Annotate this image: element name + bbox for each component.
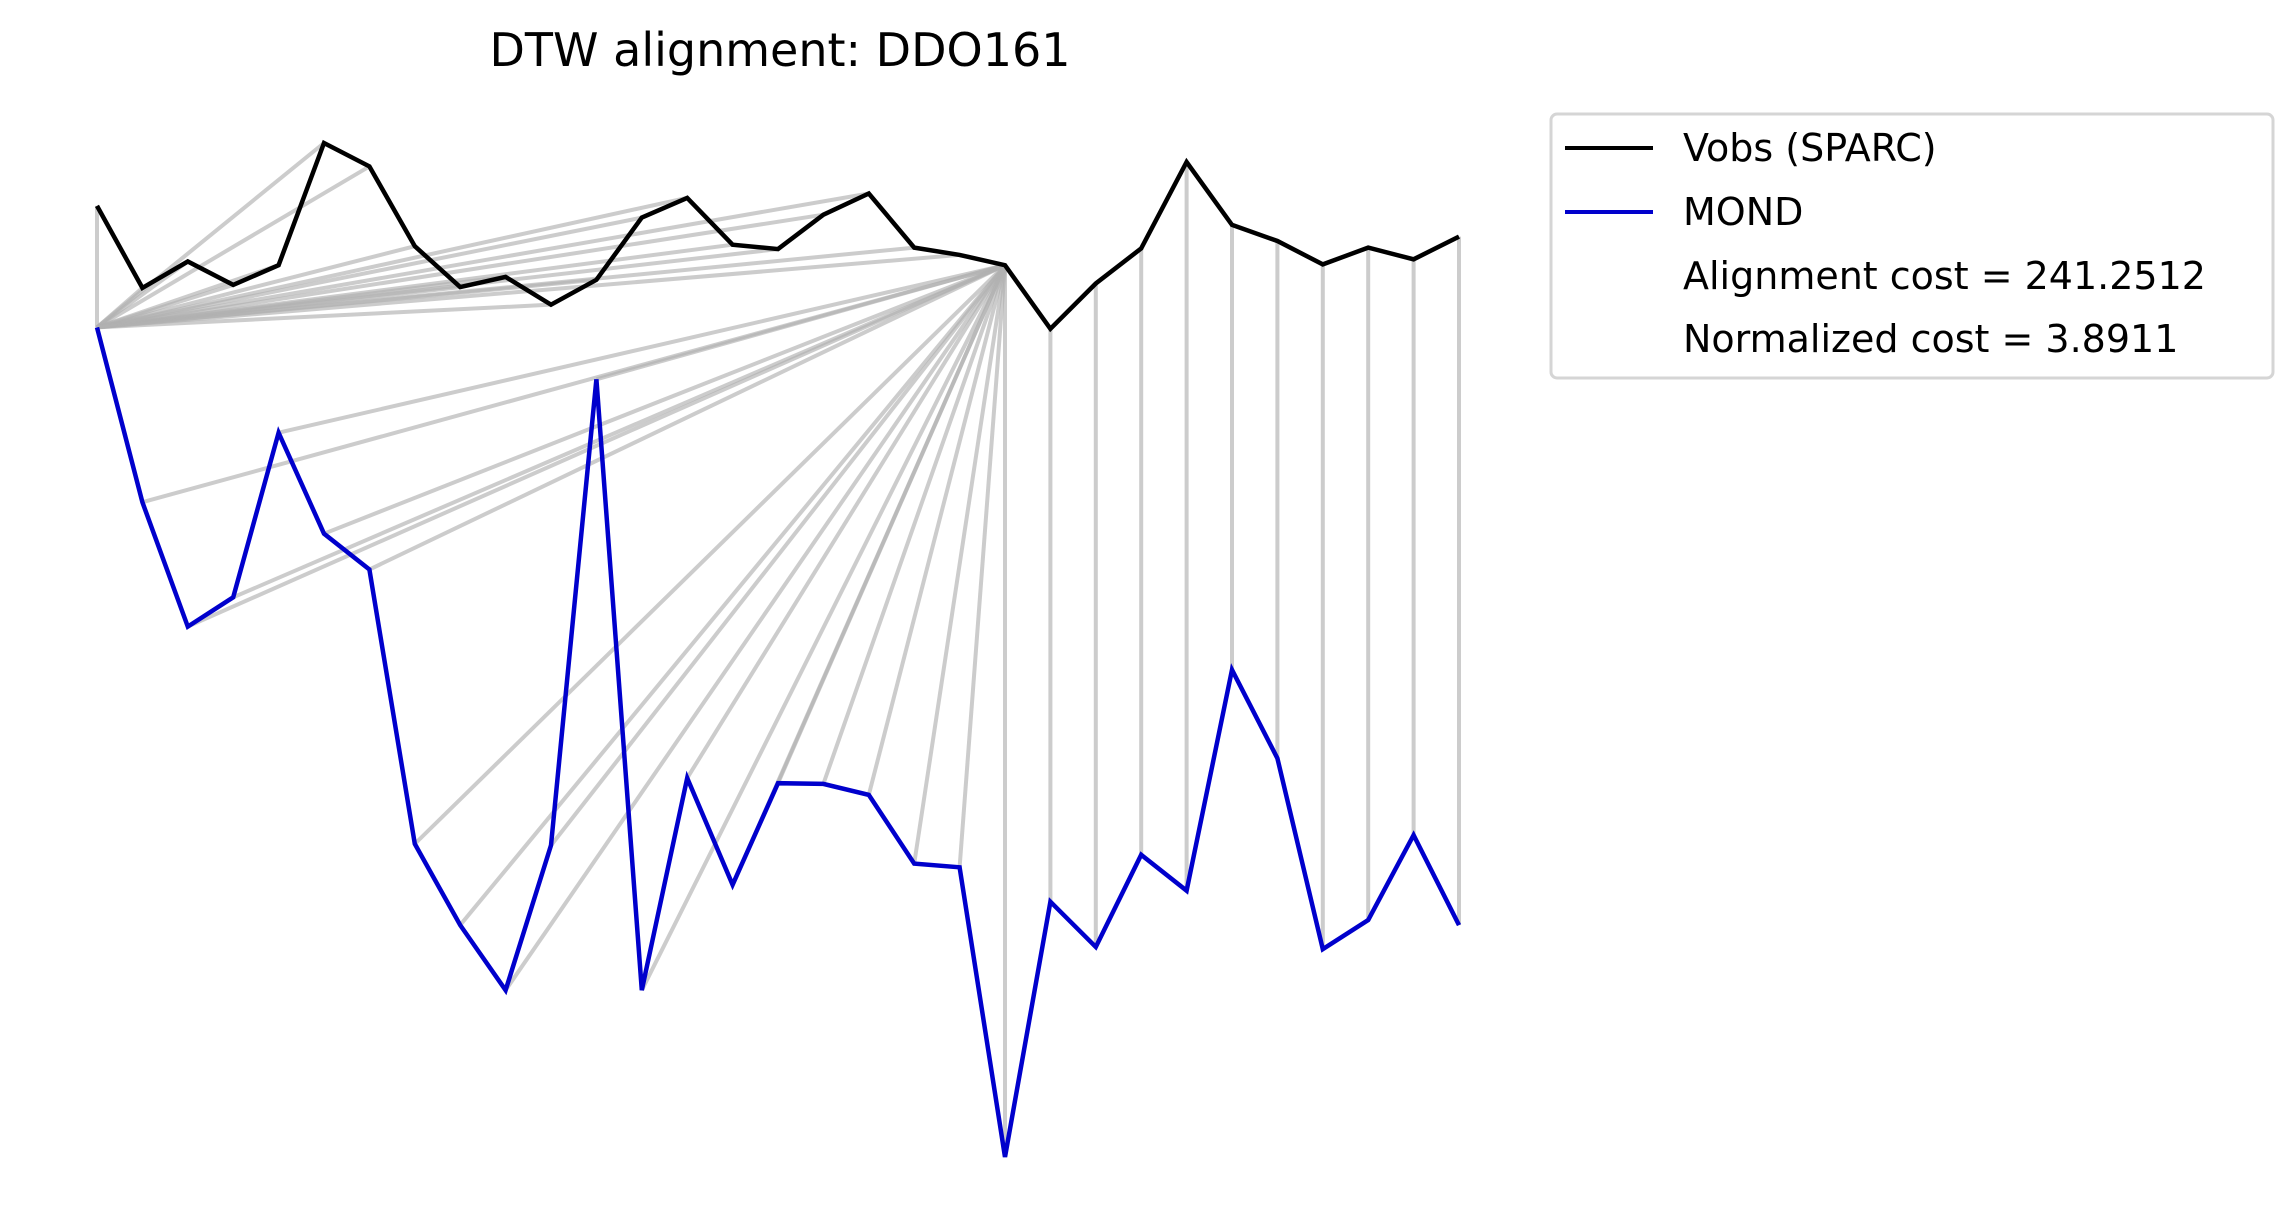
- legend-frame: [1549, 112, 2275, 380]
- legend-label-vobs: Vobs (SPARC): [1683, 126, 1937, 170]
- alignment-connector: [912, 264, 1007, 864]
- legend-label-mond: MOND: [1683, 190, 1803, 234]
- alignment-connector: [640, 264, 1007, 992]
- series-layer: [94, 139, 1462, 1158]
- alignment-connector: [458, 263, 1007, 927]
- alignment-connector: [503, 264, 1007, 992]
- alignment-connector: [776, 264, 1007, 784]
- alignment-connector: [685, 264, 1007, 780]
- alignment-connector: [96, 195, 688, 330]
- alignment-connector: [866, 264, 1007, 796]
- alignment-connector: [368, 263, 1006, 572]
- alignment-connector: [278, 263, 1006, 435]
- alignment-connector: [413, 263, 1007, 846]
- series-line-vobs: [95, 139, 1461, 333]
- alignment-connector: [95, 164, 371, 330]
- legend-normalized-cost: Normalized cost = 3.8911: [1683, 317, 2178, 361]
- alignment-connector: [96, 191, 870, 330]
- alignment-connectors: [95, 141, 1461, 1157]
- alignment-connector: [96, 263, 280, 330]
- alignment-connector: [96, 212, 824, 330]
- alignment-connector: [96, 302, 552, 330]
- series-line-mond: [94, 326, 1462, 1158]
- alignment-connector: [957, 265, 1007, 868]
- legend-alignment-cost: Alignment cost = 241.2512: [1683, 254, 2206, 298]
- alignment-connector: [821, 264, 1007, 785]
- alignment-connector: [323, 263, 1006, 536]
- chart-title: DTW alignment: DDO161: [490, 23, 1071, 77]
- alignment-connector: [232, 263, 1006, 600]
- alignment-connector: [595, 263, 1006, 382]
- alignment-connector: [549, 263, 1007, 847]
- alignment-connector: [95, 141, 326, 329]
- legend: Vobs (SPARC) MOND Alignment cost = 241.2…: [1549, 112, 2275, 380]
